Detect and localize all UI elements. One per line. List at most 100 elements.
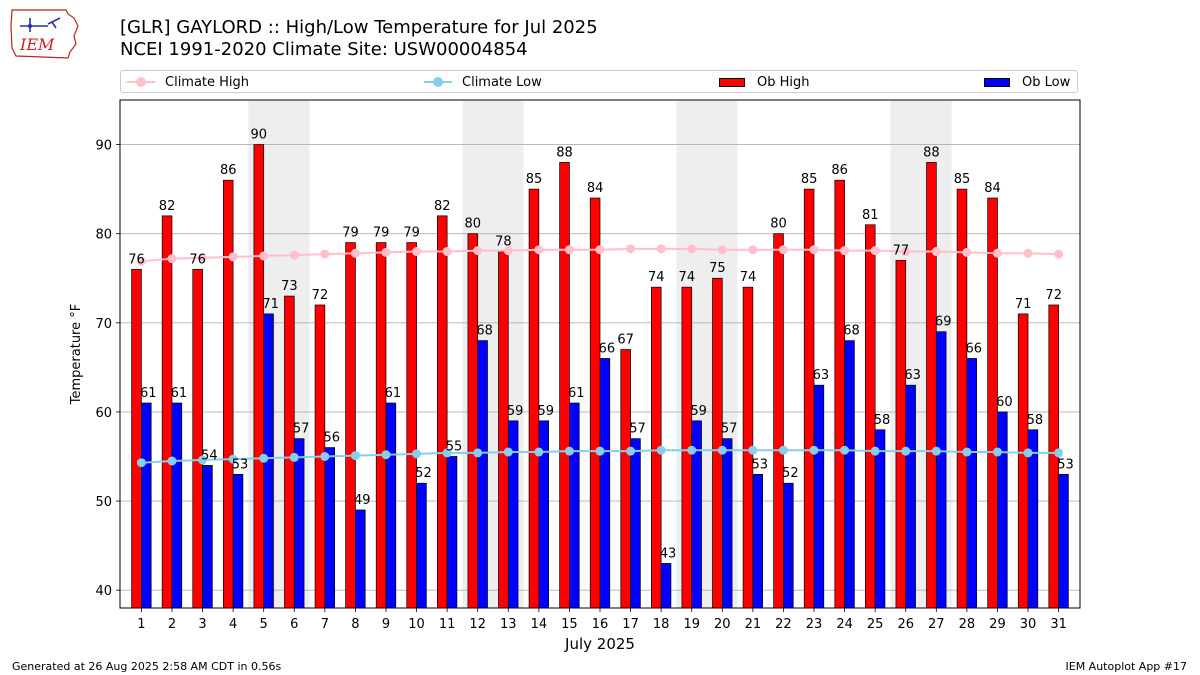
- ob-low-bar: [446, 456, 458, 609]
- ob-low-bar: [171, 402, 183, 609]
- ob-high-label: 71: [1015, 297, 1032, 312]
- ob-low-bar: [660, 563, 672, 609]
- ob-low-label: 63: [813, 368, 830, 383]
- climate-low-point: [1054, 448, 1064, 458]
- climate-high-point: [962, 247, 972, 257]
- ob-high-label: 72: [1045, 288, 1062, 303]
- ob-low-bar: [232, 473, 244, 609]
- y-tick-label: 80: [95, 228, 112, 243]
- climate-high-point: [1054, 249, 1064, 259]
- ob-high-label: 81: [862, 208, 879, 223]
- climate-high-point: [870, 246, 880, 256]
- x-tick-label: 30: [1020, 617, 1037, 632]
- ob-low-bar: [905, 384, 916, 609]
- ob-low-label: 53: [751, 457, 768, 472]
- climate-low-point: [167, 456, 177, 466]
- ob-high-bar: [467, 233, 479, 609]
- iem-logo: IEM: [10, 9, 79, 59]
- climate-low-point: [626, 446, 636, 456]
- climate-high-point: [840, 246, 850, 256]
- ob-low-label: 56: [323, 431, 340, 446]
- x-tick-label: 1: [137, 617, 145, 632]
- climate-low-point: [442, 448, 452, 458]
- chart-subtitle: NCEI 1991-2020 Climate Site: USW00004854: [120, 39, 528, 60]
- climate-low-point: [1023, 448, 1033, 458]
- climate-low-point: [931, 446, 941, 456]
- ob-low-bar: [477, 340, 488, 609]
- ob-low-label: 71: [262, 297, 279, 312]
- ob-low-label: 61: [171, 386, 188, 401]
- climate-high-point: [503, 246, 513, 256]
- x-tick-label: 15: [561, 617, 578, 632]
- ob-low-label: 66: [965, 341, 982, 356]
- ob-low-bar: [324, 447, 335, 609]
- ob-high-label: 82: [159, 199, 176, 214]
- legend-swatch-ob-high: [719, 77, 745, 87]
- legend-swatch-climate-high: [127, 75, 155, 89]
- ob-low-bar: [385, 402, 397, 609]
- climate-high-point: [381, 247, 391, 257]
- ob-low-bar: [599, 358, 611, 609]
- climate-low-point: [320, 451, 330, 461]
- climate-low-point: [136, 458, 146, 468]
- x-tick-label: 26: [897, 617, 914, 632]
- ob-low-label: 54: [201, 448, 218, 463]
- ob-high-bar: [161, 215, 173, 609]
- ob-high-label: 80: [465, 217, 482, 232]
- ob-low-label: 59: [507, 404, 524, 419]
- ob-low-bar: [293, 438, 305, 609]
- x-tick-label: 20: [714, 617, 731, 632]
- legend-item-climate-low: Climate Low: [424, 73, 542, 91]
- ob-low-label: 61: [385, 386, 402, 401]
- ob-low-label: 53: [1057, 457, 1074, 472]
- climate-high-point: [534, 245, 544, 255]
- ob-low-bar: [202, 465, 213, 609]
- ob-low-label: 53: [232, 457, 249, 472]
- climate-high-point: [778, 245, 788, 255]
- ob-high-label: 79: [373, 226, 390, 241]
- ob-low-bar: [874, 429, 886, 609]
- ob-high-bar: [406, 242, 417, 609]
- ob-high-label: 77: [893, 243, 910, 258]
- ob-high-bar: [620, 349, 631, 609]
- ob-high-bar: [589, 197, 601, 609]
- climate-high-point: [901, 247, 911, 257]
- y-axis-label: Temperature °F: [69, 304, 84, 405]
- ob-low-bar: [416, 482, 427, 609]
- climate-high-point: [992, 248, 1002, 258]
- x-tick-label: 16: [592, 617, 609, 632]
- ob-high-label: 86: [220, 163, 237, 178]
- ob-low-bar: [1058, 473, 1069, 609]
- climate-high-point: [259, 251, 269, 261]
- climate-low-point: [259, 453, 269, 463]
- ob-high-bar: [498, 251, 509, 609]
- x-tick-label: 17: [622, 617, 639, 632]
- ob-low-label: 43: [660, 546, 677, 561]
- climate-low-point: [412, 449, 422, 459]
- ob-low-label: 61: [140, 386, 157, 401]
- legend-swatch-ob-low: [984, 77, 1010, 87]
- ob-low-label: 52: [782, 466, 799, 481]
- ob-low-bar: [935, 331, 947, 609]
- ob-high-label: 80: [770, 217, 787, 232]
- ob-high-label: 79: [342, 226, 359, 241]
- chart-title: [GLR] GAYLORD :: High/Low Temperature fo…: [120, 17, 598, 38]
- ob-low-label: 59: [690, 404, 707, 419]
- x-tick-label: 22: [775, 617, 792, 632]
- ob-low-bar: [630, 438, 641, 609]
- x-tick-label: 6: [290, 617, 298, 632]
- climate-low-point: [289, 452, 299, 462]
- ob-low-bar: [355, 509, 366, 609]
- ob-high-bar: [375, 242, 387, 609]
- ob-high-label: 84: [984, 181, 1001, 196]
- ob-high-bar: [1017, 313, 1029, 609]
- climate-low-point: [778, 445, 788, 455]
- generated-note: Generated at 26 Aug 2025 2:58 AM CDT in …: [12, 660, 282, 673]
- climate-high-point: [595, 245, 605, 255]
- legend-item-ob-high: Ob High: [719, 73, 810, 91]
- ob-high-label: 72: [312, 288, 329, 303]
- climate-high-point: [350, 248, 360, 258]
- ob-high-label: 73: [281, 279, 298, 294]
- climate-high-point: [412, 247, 422, 257]
- ob-low-bar: [844, 340, 855, 609]
